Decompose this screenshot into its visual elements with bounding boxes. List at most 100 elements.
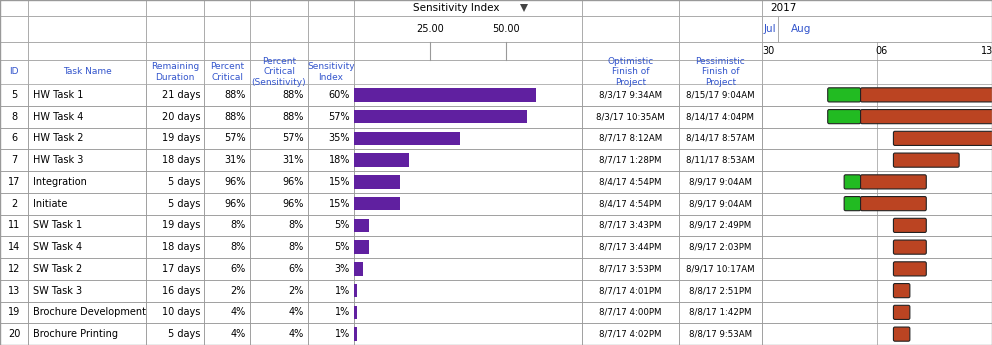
Text: 8/7/17 1:28PM: 8/7/17 1:28PM [599,156,662,165]
Text: 8/9/17 10:17AM: 8/9/17 10:17AM [686,264,755,273]
Bar [582,215,679,236]
FancyBboxPatch shape [894,262,927,276]
Text: 7: 7 [11,155,17,165]
Bar [679,149,762,171]
Bar [762,236,992,258]
Text: 2017: 2017 [770,3,797,13]
Bar [204,302,250,323]
Bar [0,323,992,345]
Text: 8/11/17 8:53AM: 8/11/17 8:53AM [686,156,755,165]
Bar [0,84,992,106]
Text: 20: 20 [8,329,20,339]
Text: 8/7/17 8:12AM: 8/7/17 8:12AM [599,134,662,143]
Bar [250,106,308,128]
Text: 31%: 31% [224,155,246,165]
FancyBboxPatch shape [844,175,861,189]
Text: 18 days: 18 days [162,242,200,252]
Bar [250,128,308,149]
Bar [28,0,146,16]
Bar [308,16,354,42]
Bar [354,284,357,297]
Bar [762,42,992,60]
Bar [762,0,992,16]
Bar [679,193,762,215]
Bar [0,258,992,280]
Bar [204,323,250,345]
Bar [354,215,582,236]
Bar [679,258,762,280]
Bar [308,302,354,323]
Text: 96%: 96% [283,199,304,209]
Text: 4%: 4% [231,307,246,317]
Bar [308,280,354,302]
Bar [679,323,762,345]
Bar [250,42,308,60]
Text: 6%: 6% [289,264,304,274]
Bar [146,128,204,149]
Bar [679,42,762,60]
Text: Brochure Development: Brochure Development [33,307,146,317]
Bar [679,16,762,42]
Bar [0,84,28,106]
Bar [250,258,308,280]
Bar [679,215,762,236]
FancyBboxPatch shape [827,110,861,124]
Text: 31%: 31% [283,155,304,165]
Bar [354,197,400,210]
Text: 8/14/17 8:57AM: 8/14/17 8:57AM [686,134,755,143]
Bar [354,84,582,106]
Bar [204,128,250,149]
Text: 8%: 8% [289,242,304,252]
Bar [354,323,582,345]
Bar [250,193,308,215]
Bar [0,0,992,84]
Bar [0,149,992,171]
Text: 19 days: 19 days [162,134,200,144]
Text: Brochure Printing: Brochure Printing [33,329,118,339]
Text: 5 days: 5 days [168,329,200,339]
Bar [250,84,308,106]
Text: 19: 19 [8,307,20,317]
Text: 17: 17 [8,177,20,187]
Bar [762,171,992,193]
Text: 12: 12 [8,264,20,274]
Text: 13: 13 [8,286,20,296]
Bar [146,193,204,215]
Bar [250,323,308,345]
Bar [146,280,204,302]
Bar [0,171,992,193]
FancyBboxPatch shape [827,88,861,102]
Text: Task Name: Task Name [62,68,111,77]
Bar [250,149,308,171]
Bar [0,215,28,236]
Bar [308,171,354,193]
Bar [146,171,204,193]
Bar [0,302,992,323]
Bar [0,42,28,60]
Text: 8/7/17 4:02PM: 8/7/17 4:02PM [599,329,662,339]
FancyBboxPatch shape [861,197,927,211]
Text: 8/9/17 9:04AM: 8/9/17 9:04AM [689,199,752,208]
Bar [204,42,250,60]
Bar [354,171,582,193]
Text: 06: 06 [876,46,888,56]
Bar [146,236,204,258]
Bar [779,16,992,42]
Text: 4%: 4% [289,329,304,339]
Bar [146,0,204,16]
Bar [354,302,582,323]
Bar [0,215,992,236]
Bar [146,42,204,60]
Bar [354,236,582,258]
Bar [354,106,582,128]
Text: 5 days: 5 days [168,199,200,209]
Bar [679,60,762,84]
Text: 8/9/17 2:03PM: 8/9/17 2:03PM [689,243,752,252]
Bar [28,280,146,302]
Bar [679,128,762,149]
Bar [582,42,679,60]
Text: 13: 13 [981,46,992,56]
Text: 15%: 15% [328,177,350,187]
Bar [308,84,354,106]
Text: 50.00: 50.00 [492,24,520,34]
